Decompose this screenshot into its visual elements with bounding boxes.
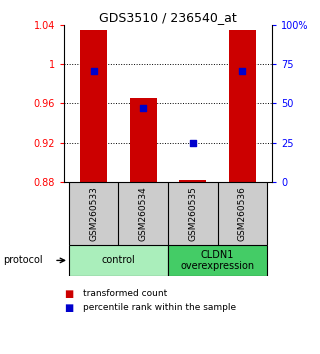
Text: protocol: protocol [3,256,43,266]
Point [91,68,96,74]
Bar [130,98,157,182]
Bar [69,245,168,276]
Text: GSM260533: GSM260533 [89,186,98,241]
Text: control: control [102,256,135,266]
Text: CLDN1
overexpression: CLDN1 overexpression [180,250,255,271]
Bar [168,245,267,276]
Title: GDS3510 / 236540_at: GDS3510 / 236540_at [99,11,237,24]
Bar [229,30,256,182]
Bar [80,30,107,182]
Text: GSM260534: GSM260534 [139,186,148,241]
Text: ■: ■ [64,303,73,313]
Text: GSM260536: GSM260536 [238,186,247,241]
Point [240,68,245,74]
Text: GSM260535: GSM260535 [188,186,197,241]
Bar [179,180,206,182]
Point [141,105,146,111]
Text: transformed count: transformed count [83,289,167,298]
Point [190,140,195,145]
Text: ■: ■ [64,289,73,299]
Text: percentile rank within the sample: percentile rank within the sample [83,303,236,313]
